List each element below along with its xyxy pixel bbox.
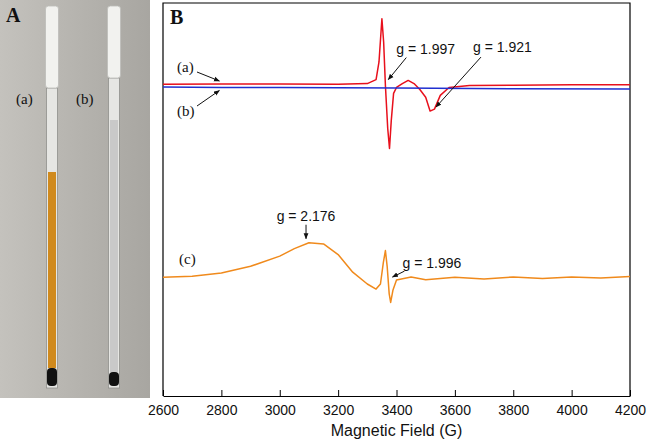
x-tick-label: 3400 — [381, 402, 412, 418]
x-tick: 3000 — [265, 390, 296, 418]
annotation-label: g = 2.176 — [277, 208, 336, 224]
x-tick-mark — [163, 390, 164, 396]
x-tick-label: 2800 — [206, 402, 237, 418]
x-tick-mark — [338, 390, 339, 396]
x-tick: 2800 — [206, 390, 237, 418]
x-tick-mark — [455, 390, 456, 396]
series-label: (a) — [177, 59, 194, 76]
panel-label: B — [170, 6, 183, 28]
series-label: (b) — [177, 103, 195, 120]
tube-cap — [108, 6, 121, 78]
x-tick-mark — [513, 390, 514, 396]
x-axis-title: Magnetic Field (G) — [331, 422, 463, 439]
panel-label: A — [6, 4, 21, 26]
x-tick: 4200 — [615, 390, 646, 418]
x-tick-label: 2600 — [148, 402, 179, 418]
x-tick: 2600 — [148, 390, 179, 418]
x-tick: 3400 — [381, 390, 412, 418]
tube-cap — [46, 6, 59, 88]
x-tick-mark — [280, 390, 281, 396]
spectrum-line — [163, 19, 630, 149]
series-label: (c) — [179, 251, 196, 268]
photo-panel: A (a) (b) — [0, 0, 150, 398]
x-tick-mark — [221, 390, 222, 396]
tube-sample — [109, 372, 119, 386]
x-tick-label: 3600 — [440, 402, 471, 418]
x-tick-label: 4200 — [615, 402, 646, 418]
chart-panel: 2600 2800 3000 3200 3400 3600 3800 4000 4200 Magn… — [148, 3, 646, 439]
tube — [108, 6, 121, 388]
annotation-arrow — [388, 58, 406, 80]
annotation-label: g = 1.996 — [402, 255, 461, 271]
x-tick-label: 4000 — [557, 402, 588, 418]
tube-glass — [109, 78, 120, 388]
tube-sample — [47, 368, 57, 386]
x-tick-label: 3000 — [265, 402, 296, 418]
tube-label: (a) — [16, 91, 33, 108]
x-tick: 3200 — [323, 390, 354, 418]
x-axis: 2600 2800 3000 3200 3400 3600 3800 4000 4200 — [148, 390, 646, 418]
x-tick-mark — [397, 390, 398, 396]
series-pointer — [197, 72, 219, 81]
plot-frame — [163, 3, 630, 396]
annotation-arrow — [436, 57, 481, 107]
annotation-label: g = 1.921 — [473, 39, 532, 55]
annotation-label: g = 1.997 — [396, 41, 455, 57]
x-tick: 3800 — [498, 390, 529, 418]
spectrum-line — [163, 87, 630, 89]
plot-area — [163, 19, 630, 303]
x-tick: 4000 — [557, 390, 588, 418]
photo-background — [0, 0, 150, 398]
tube-label: (b) — [76, 91, 94, 108]
tube-content — [48, 172, 56, 368]
chart-texts: B (a) (b) (c) g = 1.997 g = 1.921 g = 2.176 g =… — [170, 6, 532, 277]
annotation-arrow — [306, 225, 307, 239]
x-tick: 3600 — [440, 390, 471, 418]
tube — [46, 6, 59, 388]
spectrum-line — [163, 243, 630, 303]
x-tick-label: 3800 — [498, 402, 529, 418]
x-tick-mark — [630, 390, 631, 396]
x-tick-mark — [572, 390, 573, 396]
x-tick-label: 3200 — [323, 402, 354, 418]
annotation-arrow — [392, 271, 404, 277]
tube-content — [110, 120, 118, 372]
series-pointer — [197, 90, 219, 106]
x-axis-line — [164, 396, 631, 397]
tube-glass — [47, 88, 58, 388]
figure: A (a) (b) 2600 2800 3000 3200 3400 3600 3800 4000 4… — [0, 0, 655, 444]
